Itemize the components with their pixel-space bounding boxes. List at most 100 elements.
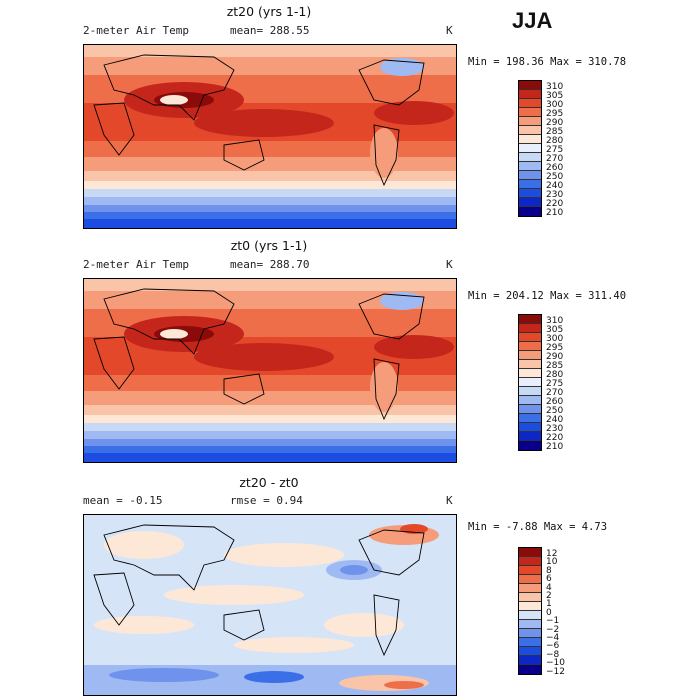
panel2-units: K xyxy=(446,258,453,271)
colorbar-level-label: −2 xyxy=(546,624,560,635)
colorbar-level-label: −6 xyxy=(546,641,560,652)
colorbar-level-label: 0 xyxy=(546,607,552,618)
colorbar-swatch xyxy=(519,360,541,369)
panel2-minmax: Min = 204.12 Max = 311.40 xyxy=(468,290,627,302)
colorbar-swatch xyxy=(519,665,541,674)
panel1-units: K xyxy=(446,24,453,37)
panel3-units: K xyxy=(446,494,453,507)
colorbar-level-label: 6 xyxy=(546,574,552,585)
colorbar-swatch xyxy=(519,575,541,584)
colorbar-swatch xyxy=(519,108,541,117)
colorbar-level-label: 260 xyxy=(546,163,564,173)
colorbar-swatch xyxy=(519,153,541,162)
panel3-title: zt20 - zt0 xyxy=(239,475,299,490)
colorbar-swatch xyxy=(519,180,541,189)
colorbar-swatch xyxy=(519,144,541,153)
colorbar-level-label: 230 xyxy=(546,190,564,200)
colorbar-swatch xyxy=(519,602,541,611)
panel1-variable: 2-meter Air Temp xyxy=(83,24,189,37)
colorbar-level-label: −10 xyxy=(546,658,565,669)
colorbar-swatch xyxy=(519,351,541,360)
colorbar-level-label: 285 xyxy=(546,361,564,371)
panel3-minmax: Min = -7.88 Max = 4.73 xyxy=(468,521,608,533)
colorbar-swatch xyxy=(519,171,541,180)
panel2-colorbar xyxy=(518,314,542,451)
colorbar-level-label: 270 xyxy=(546,388,564,398)
colorbar-swatch xyxy=(519,378,541,387)
colorbar-level-label: 2 xyxy=(546,591,552,601)
panel3-colorbar xyxy=(518,547,542,675)
colorbar-level-label: 305 xyxy=(546,91,564,101)
colorbar-swatch xyxy=(519,369,541,378)
colorbar-level-label: 300 xyxy=(546,334,564,344)
colorbar-swatch xyxy=(519,207,541,216)
colorbar-level-label: 12 xyxy=(546,549,558,559)
colorbar-level-label: 275 xyxy=(546,145,564,155)
colorbar-level-label: 270 xyxy=(546,154,564,164)
colorbar-swatch xyxy=(519,638,541,647)
colorbar-swatch xyxy=(519,90,541,99)
panel3-map-field xyxy=(84,515,456,695)
colorbar-swatch xyxy=(519,414,541,423)
colorbar-level-label: 305 xyxy=(546,325,564,335)
colorbar-swatch xyxy=(519,387,541,396)
colorbar-swatch xyxy=(519,432,541,441)
colorbar-swatch xyxy=(519,647,541,656)
colorbar-level-label: 300 xyxy=(546,100,564,110)
panel3-mean: mean = -0.15 xyxy=(83,494,163,507)
colorbar-level-label: 240 xyxy=(546,181,564,191)
colorbar-level-label: 210 xyxy=(546,442,564,452)
colorbar-swatch xyxy=(519,548,541,557)
panel1-map-field xyxy=(84,45,456,228)
colorbar-level-label: 275 xyxy=(546,379,564,389)
colorbar-level-label: −12 xyxy=(546,666,565,677)
colorbar-swatch xyxy=(519,620,541,629)
colorbar-swatch xyxy=(519,656,541,665)
colorbar-swatch xyxy=(519,593,541,602)
colorbar-swatch xyxy=(519,324,541,333)
colorbar-swatch xyxy=(519,566,541,575)
colorbar-level-label: 280 xyxy=(546,370,564,380)
panel2-map-field xyxy=(84,279,456,462)
colorbar-swatch xyxy=(519,135,541,144)
panel1-minmax: Min = 198.36 Max = 310.78 xyxy=(468,56,627,68)
colorbar-swatch xyxy=(519,81,541,90)
panel3-map xyxy=(83,514,457,696)
colorbar-swatch xyxy=(519,198,541,207)
colorbar-swatch xyxy=(519,629,541,638)
season-label: JJA xyxy=(512,8,553,33)
colorbar-level-label: 8 xyxy=(546,565,552,576)
colorbar-level-label: 210 xyxy=(546,208,564,218)
panel2-variable: 2-meter Air Temp xyxy=(83,258,189,271)
colorbar-level-label: 285 xyxy=(546,127,564,137)
panel2-mean: mean= 288.70 xyxy=(230,258,310,271)
colorbar-level-label: 240 xyxy=(546,415,564,425)
colorbar-swatch xyxy=(519,99,541,108)
colorbar-level-label: 260 xyxy=(546,397,564,407)
colorbar-level-label: 310 xyxy=(546,82,564,92)
colorbar-swatch xyxy=(519,423,541,432)
colorbar-swatch xyxy=(519,189,541,198)
colorbar-swatch xyxy=(519,441,541,450)
colorbar-level-label: 4 xyxy=(546,582,552,593)
colorbar-level-label: −4 xyxy=(546,633,560,643)
colorbar-level-label: 1 xyxy=(546,599,552,610)
colorbar-level-label: 230 xyxy=(546,424,564,434)
colorbar-level-label: −1 xyxy=(546,616,560,627)
colorbar-level-label: 290 xyxy=(546,118,564,128)
colorbar-level-label: 295 xyxy=(546,109,564,119)
colorbar-swatch xyxy=(519,611,541,620)
colorbar-swatch xyxy=(519,117,541,126)
panel3-rmse: rmse = 0.94 xyxy=(230,494,303,507)
panel2-title: zt0 (yrs 1-1) xyxy=(230,238,308,253)
colorbar-level-label: 290 xyxy=(546,352,564,362)
colorbar-level-label: −8 xyxy=(546,649,560,660)
colorbar-level-label: 310 xyxy=(546,316,564,326)
colorbar-swatch xyxy=(519,405,541,414)
colorbar-level-label: 220 xyxy=(546,433,564,443)
colorbar-swatch xyxy=(519,557,541,566)
colorbar-swatch xyxy=(519,126,541,135)
colorbar-level-label: 250 xyxy=(546,172,564,182)
colorbar-swatch xyxy=(519,333,541,342)
colorbar-swatch xyxy=(519,584,541,593)
